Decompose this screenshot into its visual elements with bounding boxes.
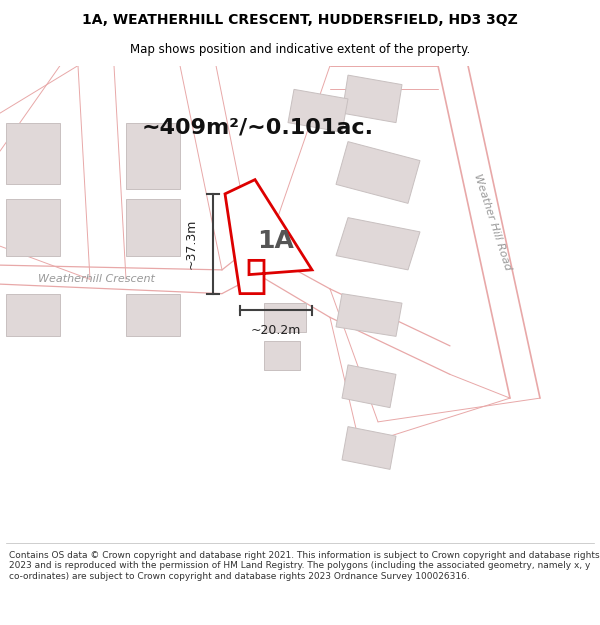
Polygon shape — [6, 199, 60, 256]
Polygon shape — [336, 217, 420, 270]
Polygon shape — [264, 341, 300, 369]
Polygon shape — [264, 303, 306, 332]
Polygon shape — [342, 75, 402, 122]
Text: Weatherhill Crescent: Weatherhill Crescent — [38, 274, 154, 284]
Text: Weather Hill Road: Weather Hill Road — [472, 173, 512, 272]
Text: ~409m²/~0.101ac.: ~409m²/~0.101ac. — [142, 118, 374, 138]
Polygon shape — [6, 294, 60, 336]
Text: ~20.2m: ~20.2m — [251, 324, 301, 338]
Text: ~37.3m: ~37.3m — [185, 219, 198, 269]
Polygon shape — [126, 294, 180, 336]
Polygon shape — [288, 89, 348, 132]
Polygon shape — [6, 122, 60, 184]
Text: Map shows position and indicative extent of the property.: Map shows position and indicative extent… — [130, 42, 470, 56]
Polygon shape — [126, 199, 180, 256]
Text: 1A, WEATHERHILL CRESCENT, HUDDERSFIELD, HD3 3QZ: 1A, WEATHERHILL CRESCENT, HUDDERSFIELD, … — [82, 13, 518, 27]
Polygon shape — [342, 427, 396, 469]
Polygon shape — [126, 122, 180, 189]
Polygon shape — [342, 365, 396, 408]
Polygon shape — [336, 294, 402, 336]
Text: 1A: 1A — [257, 229, 295, 253]
Polygon shape — [225, 179, 312, 294]
Text: Contains OS data © Crown copyright and database right 2021. This information is : Contains OS data © Crown copyright and d… — [9, 551, 599, 581]
Polygon shape — [336, 142, 420, 203]
